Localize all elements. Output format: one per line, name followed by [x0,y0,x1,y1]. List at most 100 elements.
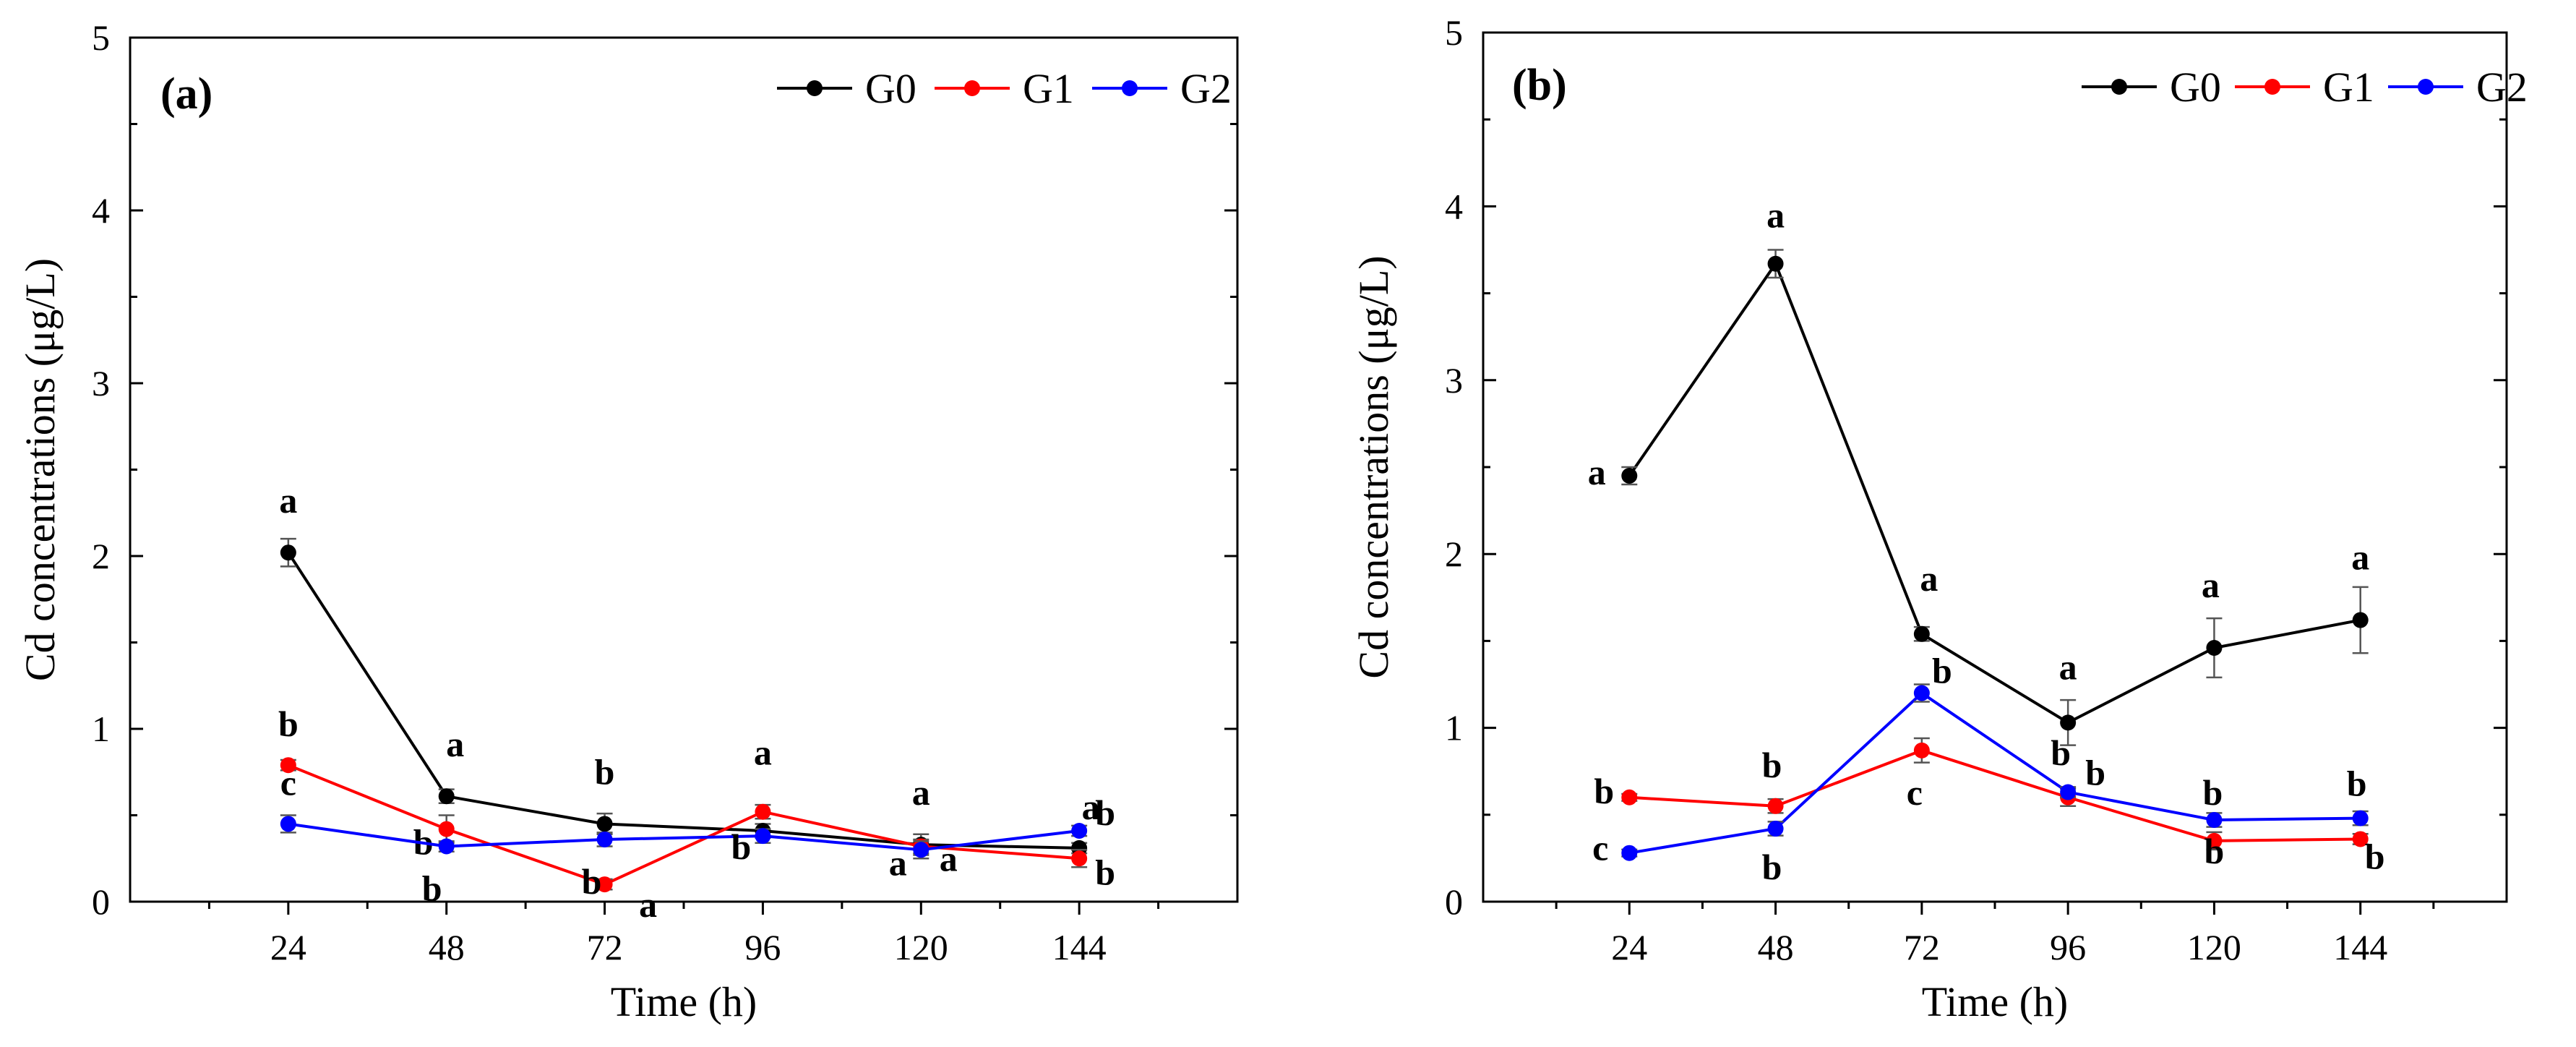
x-axis-title: Time (h) [1922,978,2069,1025]
data-point [280,544,296,561]
significance-label: c [280,762,296,803]
y-axis-a: 0 1 2 3 4 5 [92,17,1237,922]
significance-label: b [595,751,615,792]
legend-label: G0 [2170,64,2221,111]
data-point [2352,831,2369,847]
legend-marker [2111,79,2127,95]
significance-label: a [1588,452,1606,492]
legend-b: G0 G1 G2 [2082,64,2528,111]
significance-label: b [582,861,602,902]
significance-label: b [1095,792,1115,833]
y-tick-label: 5 [1445,12,1463,53]
data-point [755,803,771,820]
y-tick-label: 0 [1445,881,1463,922]
x-axis-title: Time (h) [611,978,757,1025]
significance-label: a [639,884,657,925]
data-point [2206,832,2223,849]
chart-panel-b: 0 1 2 3 4 5 24 48 72 96 120 144 Time (h) Cd concentra… [1350,12,2528,1025]
data-point [2060,784,2077,800]
y-tick-label: 4 [1445,186,1463,226]
y-tick-label: 3 [92,363,110,403]
y-tick-label: 2 [92,536,110,576]
significance-label: b [1594,771,1614,811]
y-axis-title: Cd concentrations (μg/L) [17,258,64,681]
data-point [596,816,613,832]
significance-label: b [2365,837,2385,877]
data-point [1767,821,1784,837]
data-point [913,842,929,858]
x-tick-label: 48 [429,927,465,967]
data-point [755,828,771,845]
significance-label: b [2085,753,2105,793]
y-tick-label: 2 [1445,534,1463,574]
x-tick-label: 72 [1904,927,1940,967]
significance-label: a [2202,565,2220,605]
legend-marker [964,80,980,96]
data-point [2352,810,2369,826]
legend-marker [2418,79,2434,95]
significance-label: b [1762,745,1782,785]
data-point [596,831,613,847]
x-axis-a: 24 48 72 96 120 144 [207,902,1160,967]
series-line [1628,691,2361,855]
data-point [2206,640,2223,657]
x-tick-label: 48 [1758,927,1794,967]
significance-label: a [912,772,930,813]
significance-label: a [1920,558,1938,599]
significance-label: a [446,724,464,764]
legend-item-g2: G2 [2388,64,2528,111]
significance-label: b [1932,651,1952,691]
x-axis-b: 24 48 72 96 120 144 [1555,902,2435,967]
significance-label: b [2204,831,2225,871]
legend-a: G0 G1 G2 [777,65,1232,112]
data-point [280,757,296,774]
series-line [1629,748,2361,842]
data-point [1767,798,1784,814]
series-line [288,822,1080,852]
series-g2-a: cb bb ab [280,762,1115,908]
data-point [1071,823,1088,839]
significance-label: a [1766,195,1785,236]
y-axis-title: Cd concentrations (μg/L) [1350,255,1397,678]
x-tick-label: 24 [1611,927,1647,967]
data-point [2352,612,2369,628]
y-tick-label: 0 [92,881,110,922]
series-g0-b: a a a a a a [1588,195,2369,746]
y-tick-label: 1 [1445,708,1463,748]
chart-panel-a: 0 1 2 3 4 5 24 48 72 96 120 144 Time (h) Cd concentra… [17,17,1239,1025]
significance-label: a [2351,537,2369,578]
legend-item-g0: G0 [777,65,916,112]
legend-item-g1: G1 [2235,64,2374,111]
legend-marker [807,80,823,96]
legend-label: G0 [865,65,916,112]
significance-label: b [1095,852,1115,892]
legend-label: G2 [1180,65,1232,112]
significance-label: b [731,826,752,867]
significance-label: b [2051,732,2071,773]
y-tick-label: 3 [1445,360,1463,401]
significance-label: a [1082,787,1100,827]
x-tick-label: 120 [2187,927,2241,967]
data-point [1767,255,1784,272]
series-g0-a: a a b a a [279,480,1100,856]
data-point [1621,468,1638,484]
data-point [2206,812,2223,829]
x-tick-label: 144 [2333,927,2387,967]
panel-label: (b) [1512,61,1567,110]
legend-marker [1122,80,1138,96]
significance-label: b [1762,847,1782,887]
significance-label: a [754,732,772,773]
significance-label: a [889,842,907,883]
data-point [1913,685,1930,701]
y-axis-b: 0 1 2 3 4 5 [1445,12,2507,922]
significance-label: a [2059,646,2077,687]
series-line [1628,260,2361,725]
significance-label: c [1907,772,1923,813]
panel-label: (a) [160,69,212,119]
data-point [1913,742,1930,758]
significance-label: b [2347,763,2367,803]
